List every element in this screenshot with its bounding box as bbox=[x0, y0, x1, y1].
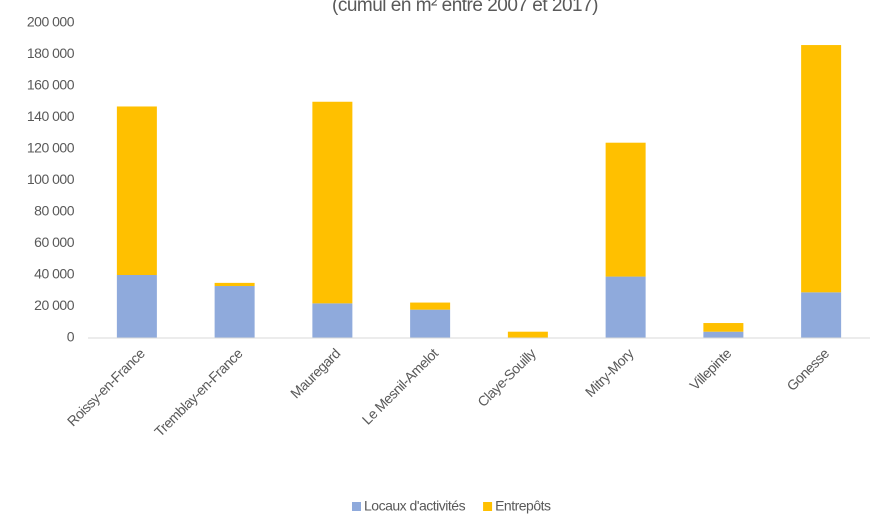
x-tick-label: Villepinte bbox=[686, 345, 734, 393]
x-tick-label: Gonesse bbox=[783, 345, 832, 394]
chart-subtitle: (cumul en m² entre 2007 et 2017) bbox=[332, 0, 598, 16]
y-tick-label: 200 000 bbox=[27, 14, 75, 30]
x-tick-label: Mitry-Mory bbox=[582, 345, 637, 400]
x-tick-label: Mauregard bbox=[287, 345, 343, 401]
bar-segment bbox=[214, 282, 255, 287]
bar-segment bbox=[507, 331, 548, 338]
x-tick-label: Claye-Souilly bbox=[474, 345, 539, 410]
bar-segment bbox=[410, 302, 451, 310]
bar-segment bbox=[410, 309, 451, 338]
bar-segment bbox=[605, 276, 646, 338]
y-tick-label: 40 000 bbox=[34, 266, 75, 282]
y-tick-label: 0 bbox=[67, 329, 75, 345]
legend-label: Locaux d'activités bbox=[364, 498, 466, 514]
bar-segment bbox=[801, 292, 842, 338]
y-tick-label: 100 000 bbox=[27, 171, 75, 187]
bar-segment bbox=[703, 331, 744, 338]
x-tick-label: Tremblay-en-France bbox=[151, 345, 246, 440]
bar-segment bbox=[801, 45, 842, 293]
x-tick-label: Roissy-en-France bbox=[64, 345, 148, 429]
y-tick-label: 180 000 bbox=[27, 45, 75, 61]
legend-swatch bbox=[483, 502, 493, 511]
y-tick-label: 120 000 bbox=[27, 140, 75, 156]
y-tick-label: 140 000 bbox=[27, 108, 75, 124]
bar-segment bbox=[605, 142, 646, 277]
bar-segment bbox=[312, 303, 353, 338]
bar-segment bbox=[116, 106, 157, 275]
y-tick-label: 20 000 bbox=[34, 297, 75, 313]
legend-swatch bbox=[352, 502, 361, 511]
y-tick-label: 60 000 bbox=[34, 234, 75, 250]
bar-segment bbox=[312, 101, 353, 304]
bar-segment bbox=[703, 323, 744, 332]
bar-segment bbox=[116, 275, 157, 338]
y-tick-label: 160 000 bbox=[27, 77, 75, 93]
legend-label: Entrepôts bbox=[495, 498, 551, 514]
y-tick-label: 80 000 bbox=[34, 203, 75, 219]
x-tick-label: Le Mesnil-Amelot bbox=[359, 345, 442, 428]
bar-segment bbox=[214, 286, 255, 338]
